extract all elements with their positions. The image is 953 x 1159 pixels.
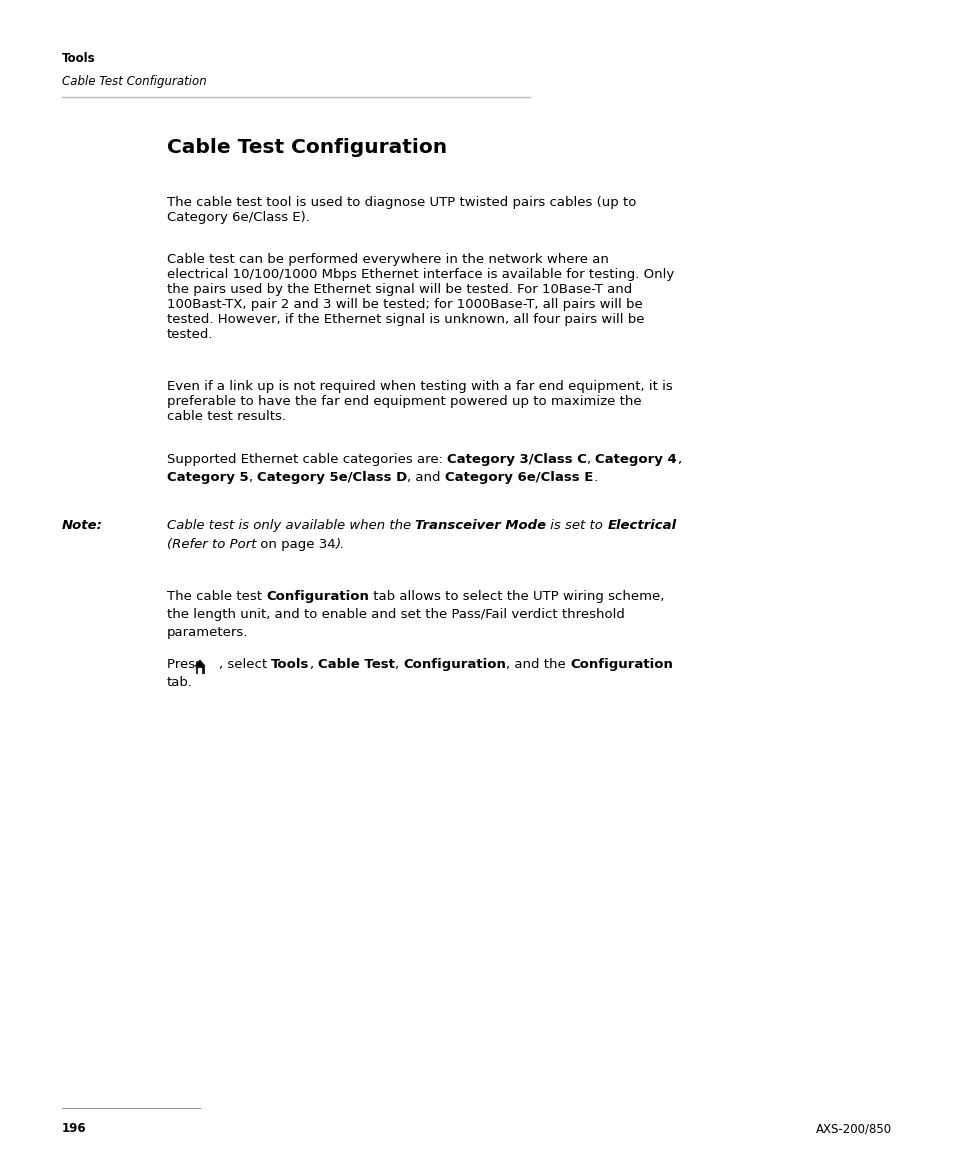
Text: ,: , <box>586 453 595 466</box>
Text: Cable test can be performed everywhere in the network where an
electrical 10/100: Cable test can be performed everywhere i… <box>167 253 674 341</box>
Text: Cable test is only available when the: Cable test is only available when the <box>167 519 415 532</box>
Text: 196: 196 <box>62 1122 87 1135</box>
Text: Electrical: Electrical <box>607 519 676 532</box>
Text: parameters.: parameters. <box>167 626 248 639</box>
Text: Press: Press <box>167 658 206 671</box>
Text: the length unit, and to enable and set the Pass/Fail verdict threshold: the length unit, and to enable and set t… <box>167 608 624 621</box>
Text: Transceiver Mode: Transceiver Mode <box>415 519 546 532</box>
Text: , and the: , and the <box>506 658 570 671</box>
Text: ,: , <box>395 658 403 671</box>
Bar <box>198 668 201 673</box>
Polygon shape <box>194 659 205 666</box>
Text: Configuration: Configuration <box>403 658 506 671</box>
Text: Cable Test: Cable Test <box>317 658 395 671</box>
Text: on page 34: on page 34 <box>256 538 335 551</box>
Text: Tools: Tools <box>62 52 95 65</box>
Text: is set to: is set to <box>546 519 607 532</box>
Text: , and: , and <box>407 471 444 484</box>
Text: ).: ). <box>335 538 345 551</box>
Text: Supported Ethernet cable categories are:: Supported Ethernet cable categories are: <box>167 453 447 466</box>
Text: , select: , select <box>219 658 271 671</box>
Text: ,: , <box>249 471 256 484</box>
Text: ,: , <box>310 658 317 671</box>
Text: The cable test tool is used to diagnose UTP twisted pairs cables (up to
Category: The cable test tool is used to diagnose … <box>167 196 636 224</box>
Text: Cable Test Configuration: Cable Test Configuration <box>62 75 207 88</box>
Text: The cable test: The cable test <box>167 590 266 603</box>
Text: Category 3/Class C: Category 3/Class C <box>447 453 586 466</box>
Text: Category 5: Category 5 <box>167 471 249 484</box>
Text: Tools: Tools <box>271 658 310 671</box>
Text: (Refer to Port: (Refer to Port <box>167 538 256 551</box>
Text: Even if a link up is not required when testing with a far end equipment, it is
p: Even if a link up is not required when t… <box>167 380 672 423</box>
Text: .: . <box>593 471 597 484</box>
Text: Configuration: Configuration <box>570 658 673 671</box>
Text: AXS-200/850: AXS-200/850 <box>815 1122 891 1135</box>
Text: tab allows to select the UTP wiring scheme,: tab allows to select the UTP wiring sche… <box>369 590 664 603</box>
Text: Cable Test Configuration: Cable Test Configuration <box>167 138 447 156</box>
Bar <box>195 666 204 673</box>
Text: Category 5e/Class D: Category 5e/Class D <box>256 471 407 484</box>
Text: ,: , <box>677 453 680 466</box>
Text: Category 6e/Class E: Category 6e/Class E <box>444 471 593 484</box>
Text: tab.: tab. <box>167 676 193 688</box>
Text: Configuration: Configuration <box>266 590 369 603</box>
Text: Category 4: Category 4 <box>595 453 677 466</box>
Text: Note:: Note: <box>62 519 103 532</box>
